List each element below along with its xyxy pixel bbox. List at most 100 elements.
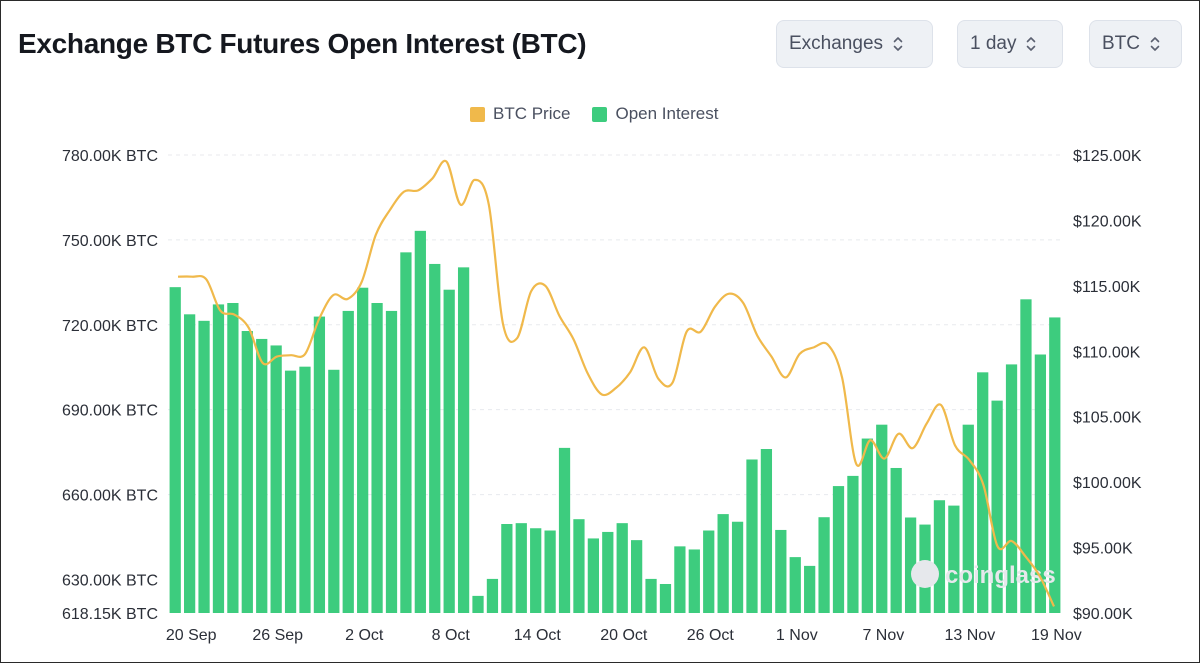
- open-interest-bar[interactable]: [587, 538, 599, 613]
- open-interest-bar[interactable]: [443, 289, 455, 613]
- open-interest-bar[interactable]: [876, 424, 888, 613]
- open-interest-bar[interactable]: [602, 531, 614, 613]
- coinglass-logo-icon: [911, 560, 939, 588]
- open-interest-bar[interactable]: [357, 287, 369, 613]
- open-interest-bars: [169, 230, 1061, 613]
- y-right-tick-label: $115.00K: [1073, 279, 1141, 296]
- open-interest-bar[interactable]: [818, 517, 830, 613]
- open-interest-bar[interactable]: [573, 519, 585, 613]
- open-interest-bar[interactable]: [775, 529, 787, 613]
- y-left-tick-label: 660.00K BTC: [62, 488, 158, 505]
- watermark-text: coinglass: [945, 562, 1056, 589]
- open-interest-bar[interactable]: [861, 438, 873, 613]
- open-interest-bar[interactable]: [472, 595, 484, 613]
- open-interest-bar[interactable]: [832, 486, 845, 613]
- btc-price-series-line[interactable]: [177, 159, 1055, 607]
- open-interest-bar[interactable]: [212, 304, 225, 613]
- open-interest-bar[interactable]: [486, 578, 499, 613]
- open-interest-bar[interactable]: [616, 523, 628, 613]
- y-left-tick-label: 618.15K BTC: [62, 606, 158, 623]
- y-axis-left: 780.00K BTC 750.00K BTC 720.00K BTC 690.00K…: [62, 148, 158, 623]
- open-interest-bar[interactable]: [299, 366, 311, 613]
- chevron-updown-icon: [893, 35, 903, 53]
- open-interest-bar[interactable]: [385, 310, 398, 613]
- unit-select-label: BTC: [1102, 33, 1140, 54]
- open-interest-bar[interactable]: [645, 578, 657, 613]
- unit-select[interactable]: BTC: [1089, 20, 1182, 68]
- open-interest-bar[interactable]: [198, 320, 210, 613]
- btc-price-line: [177, 159, 1055, 607]
- open-interest-bar[interactable]: [313, 316, 326, 613]
- x-tick-label: 26 Oct: [687, 627, 735, 644]
- x-tick-label: 14 Oct: [514, 627, 562, 644]
- x-tick-label: 20 Oct: [600, 627, 648, 644]
- grid-lines: [168, 154, 1062, 496]
- x-axis: 20 Sep 26 Sep 2 Oct 8 Oct 14 Oct 20 Oct 26 Oct…: [166, 627, 1082, 644]
- open-interest-bar[interactable]: [544, 530, 556, 613]
- open-interest-bar[interactable]: [342, 310, 354, 613]
- open-interest-bar[interactable]: [530, 528, 542, 613]
- open-interest-bar[interactable]: [991, 400, 1003, 613]
- y-left-tick-label: 750.00K BTC: [62, 233, 158, 250]
- open-interest-bar[interactable]: [371, 302, 383, 613]
- open-interest-bar[interactable]: [1049, 317, 1061, 613]
- open-interest-bar[interactable]: [558, 447, 571, 613]
- open-interest-bar[interactable]: [703, 530, 715, 613]
- open-interest-bar[interactable]: [904, 517, 917, 613]
- open-interest-bar[interactable]: [731, 521, 744, 613]
- open-interest-bar[interactable]: [241, 331, 253, 613]
- open-interest-bar[interactable]: [256, 338, 268, 613]
- open-interest-bar[interactable]: [501, 524, 513, 613]
- open-interest-bar[interactable]: [789, 557, 801, 613]
- open-interest-bar[interactable]: [400, 252, 412, 613]
- open-interest-bar[interactable]: [717, 514, 729, 613]
- open-interest-bar[interactable]: [328, 369, 340, 613]
- open-interest-bar[interactable]: [414, 230, 426, 613]
- open-interest-bar[interactable]: [1020, 299, 1032, 613]
- page-title: Exchange BTC Futures Open Interest (BTC): [18, 28, 587, 59]
- legend-item-open-interest[interactable]: Open Interest: [592, 104, 718, 124]
- open-interest-bar[interactable]: [515, 523, 527, 613]
- open-interest-bar[interactable]: [429, 263, 441, 613]
- open-interest-bar[interactable]: [674, 546, 686, 613]
- open-interest-bar[interactable]: [890, 467, 902, 613]
- open-interest-bar[interactable]: [933, 500, 946, 613]
- open-interest-bar[interactable]: [284, 370, 297, 613]
- open-interest-bar[interactable]: [184, 314, 196, 613]
- open-interest-bar[interactable]: [169, 287, 181, 613]
- open-interest-bar[interactable]: [457, 267, 470, 613]
- open-interest-bar[interactable]: [1034, 354, 1046, 613]
- legend-item-btc-price[interactable]: BTC Price: [470, 104, 570, 124]
- open-interest-bar[interactable]: [746, 459, 758, 613]
- open-interest-bar[interactable]: [688, 549, 700, 613]
- open-interest-bar[interactable]: [760, 449, 773, 613]
- legend-swatch-btc-price: [470, 106, 485, 122]
- legend-swatch-open-interest: [592, 106, 608, 122]
- y-right-tick-label: $110.00K: [1073, 344, 1141, 361]
- y-right-tick-label: $105.00K: [1073, 410, 1142, 427]
- x-tick-label: 2 Oct: [345, 627, 384, 644]
- open-interest-bar[interactable]: [962, 424, 974, 613]
- exchanges-select[interactable]: Exchanges: [776, 20, 933, 68]
- open-interest-bar[interactable]: [227, 302, 239, 613]
- open-interest-bar[interactable]: [270, 345, 282, 613]
- open-interest-bar[interactable]: [977, 372, 989, 613]
- x-tick-label: 26 Sep: [252, 627, 303, 644]
- y-right-tick-label: $100.00K: [1073, 475, 1142, 492]
- y-right-tick-label: $120.00K: [1073, 213, 1142, 230]
- x-tick-label: 1 Nov: [776, 627, 818, 644]
- y-left-tick-label: 630.00K BTC: [62, 572, 158, 589]
- open-interest-bar[interactable]: [948, 505, 960, 613]
- x-tick-label: 7 Nov: [862, 627, 904, 644]
- open-interest-bar[interactable]: [804, 565, 816, 613]
- open-interest-bar[interactable]: [847, 475, 859, 613]
- legend-label-open-interest: Open Interest: [615, 104, 719, 123]
- exchanges-select-label: Exchanges: [789, 33, 884, 54]
- open-interest-bar[interactable]: [631, 540, 643, 613]
- open-interest-bar[interactable]: [1005, 364, 1018, 613]
- chart-legend: BTC Price Open Interest: [470, 104, 740, 124]
- interval-select-label: 1 day: [970, 33, 1017, 54]
- interval-select[interactable]: 1 day: [957, 20, 1063, 68]
- open-interest-bar[interactable]: [659, 583, 672, 613]
